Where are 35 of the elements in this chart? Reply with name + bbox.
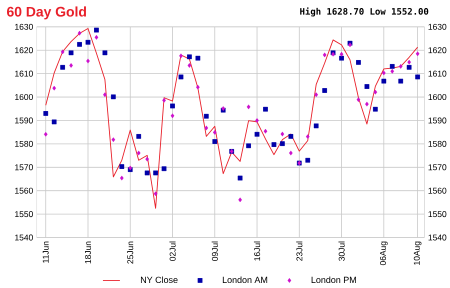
x-tick-label: 18Jun	[85, 241, 91, 264]
legend-label: London PM	[312, 276, 356, 283]
x-tick-label: 11Jun	[42, 241, 49, 263]
y2-tick-label: 1620	[428, 47, 446, 54]
y-tick-label: 1550	[15, 210, 33, 217]
y2-tick-label: 1540	[428, 234, 446, 240]
y2-tick-label: 1570	[428, 164, 446, 170]
legend-label: NY Close	[140, 276, 178, 283]
chart-title: 60 Day Gold	[7, 6, 86, 20]
y-tick-label: 1620	[15, 47, 33, 54]
y-tick-label: 1610	[15, 70, 33, 76]
y2-tick-label: 1580	[428, 140, 446, 147]
x-tick-label: 16Jul	[254, 241, 260, 260]
x-tick-label: 10Aug	[414, 241, 422, 265]
x-tick-label: 30Jul	[338, 241, 345, 261]
y2-tick-label: 1610	[428, 70, 446, 76]
chart-subtitle: High 1628.70 Low 1552.00	[300, 7, 428, 16]
x-tick-label: 09Jul	[212, 241, 218, 261]
x-tick-label: 02Jul	[169, 241, 176, 261]
y-tick-label: 1540	[15, 234, 33, 240]
y-tick-label: 1630	[15, 24, 33, 30]
y-tick-label: 1580	[15, 140, 33, 147]
y2-tick-label: 1550	[428, 210, 446, 217]
y2-tick-label: 1630	[428, 24, 446, 30]
x-tick-label: 06Aug	[380, 241, 388, 265]
y-tick-label: 1590	[15, 117, 33, 124]
y-tick-label: 1600	[15, 94, 33, 100]
x-tick-label: 25Jun	[127, 241, 134, 264]
y-tick-label: 1560	[15, 188, 33, 194]
y2-tick-label: 1560	[428, 188, 446, 194]
y2-tick-label: 1600	[428, 94, 446, 100]
legend-label: London AM	[222, 276, 268, 283]
x-tick-label: 23Jul	[296, 241, 302, 261]
y2-tick-label: 1590	[428, 117, 446, 124]
y-tick-label: 1570	[15, 164, 33, 170]
